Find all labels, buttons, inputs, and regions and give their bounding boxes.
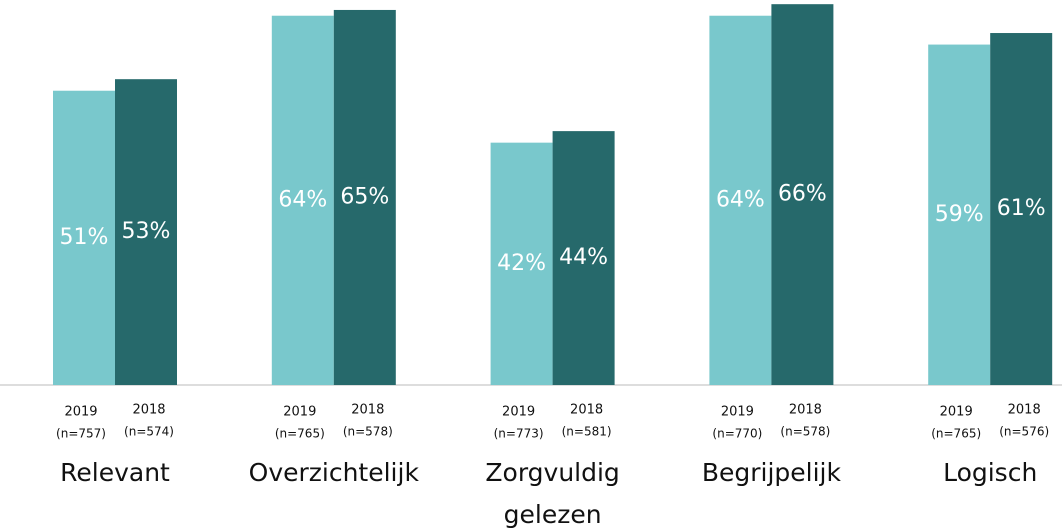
sample-label: (n=773) [494,427,544,441]
value-label: 42% [497,251,546,276]
sample-label: (n=757) [56,427,106,441]
value-label: 66% [778,182,827,207]
sample-label: (n=581) [562,425,612,439]
value-label: 64% [278,187,327,212]
sample-label: (n=576) [999,425,1049,439]
value-label: 53% [122,219,171,244]
bar [53,90,115,385]
bar [490,142,553,385]
category-label: Begrijpelijk [701,458,841,487]
value-label: 61% [997,196,1046,221]
bar [928,44,991,385]
year-label: 2018 [570,403,603,418]
category-label: Logisch [943,458,1038,487]
value-label: 59% [935,202,984,227]
value-label: 51% [60,225,109,250]
bar [709,15,772,385]
category-label: Zorgvuldig gelezen [485,458,620,529]
sample-label: (n=578) [343,425,393,439]
year-label: 2019 [283,405,316,420]
category-label: Overzichtelijk [248,458,419,487]
bar [333,9,396,385]
year-label: 2018 [789,403,822,418]
year-label: 2019 [940,405,973,420]
year-label: 2018 [1008,403,1041,418]
sample-label: (n=770) [712,427,762,441]
bar [771,4,834,386]
value-label: 64% [716,187,765,212]
bar [990,33,1053,385]
sample-label: (n=574) [124,425,174,439]
sample-label: (n=578) [780,425,830,439]
bar [552,131,615,385]
sample-label: (n=765) [275,427,325,441]
bar [271,15,334,385]
value-label: 44% [559,245,608,270]
bar [115,79,177,385]
year-label: 2018 [351,403,384,418]
year-label: 2019 [502,405,535,420]
year-label: 2018 [132,403,165,418]
year-label: 2019 [721,405,754,420]
sample-label: (n=765) [931,427,981,441]
year-label: 2019 [64,405,97,420]
category-label: Relevant [60,458,170,487]
value-label: 65% [340,184,389,209]
